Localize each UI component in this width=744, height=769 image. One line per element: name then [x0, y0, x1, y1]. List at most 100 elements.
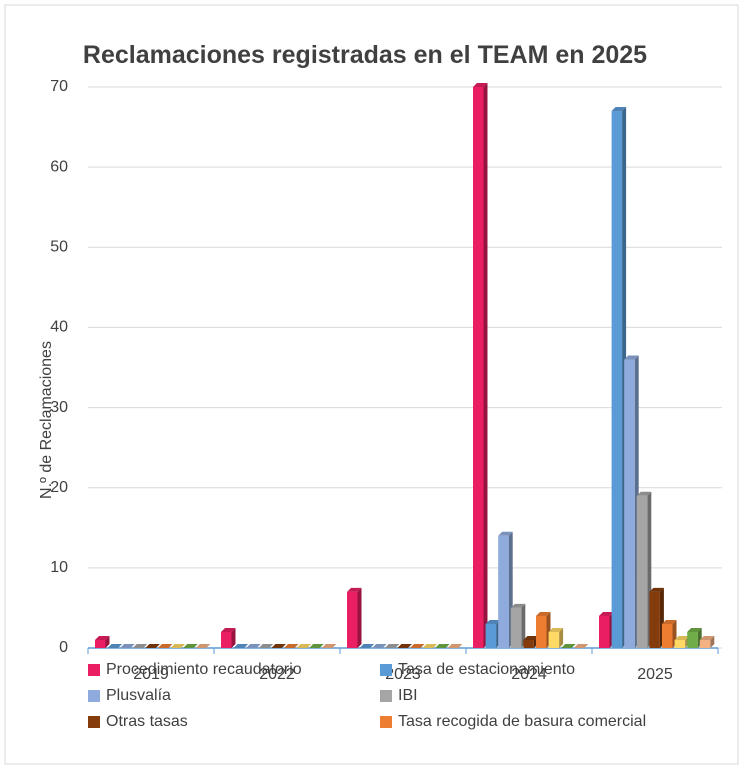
bar	[221, 631, 232, 648]
bar	[485, 623, 497, 648]
bar-top	[662, 619, 677, 624]
bar-top	[422, 644, 438, 648]
y-tick-label: 30	[50, 399, 68, 416]
legend-label: Tasa recogida de basura comercial	[398, 713, 646, 730]
chart-title: Reclamaciones registradas en el TEAM en …	[82, 41, 648, 69]
legend-label: Procedimiento recaudatorio	[106, 661, 302, 678]
bar-top	[573, 644, 589, 648]
y-tick-label: 20	[50, 479, 68, 496]
bar-top	[687, 627, 702, 632]
bar-side	[559, 627, 564, 648]
bar	[599, 615, 610, 648]
bar-top	[485, 619, 501, 624]
bar	[548, 631, 560, 648]
x-tick-label: 2022	[259, 666, 295, 683]
bar	[347, 591, 358, 648]
bar	[498, 535, 509, 648]
bar	[536, 615, 547, 648]
bar-top	[321, 644, 337, 648]
bar-top	[233, 644, 249, 648]
bar-top	[410, 644, 425, 648]
x-tick-label: 2024	[511, 666, 547, 683]
bar	[611, 111, 623, 649]
bar	[674, 639, 686, 648]
legend-swatch	[380, 716, 392, 728]
bar-top	[498, 531, 513, 536]
bar	[649, 591, 660, 648]
bar-top	[221, 627, 236, 632]
bar-top	[120, 644, 135, 648]
bar-top	[284, 644, 299, 648]
bar-top	[359, 644, 375, 648]
chart-border	[4, 4, 739, 765]
bar	[473, 87, 484, 648]
bar-top	[296, 644, 312, 648]
bar-top	[372, 644, 387, 648]
bar-top	[183, 644, 198, 648]
legend-label: Otras tasas	[106, 713, 188, 730]
bar	[523, 639, 534, 648]
bar-top	[309, 644, 324, 648]
bar-top	[132, 644, 148, 648]
bar-top	[95, 635, 110, 640]
bar-top	[674, 635, 690, 640]
bar-top	[384, 644, 400, 648]
bar-top	[246, 644, 261, 648]
bar	[636, 495, 648, 648]
bar-top	[624, 355, 639, 360]
bar-top	[536, 611, 551, 616]
x-tick-label: 2019	[133, 666, 169, 683]
bar-top	[636, 491, 652, 496]
bar-top	[523, 635, 538, 640]
legend-swatch	[88, 664, 100, 676]
y-tick-label: 0	[59, 639, 68, 656]
bar-top	[447, 644, 463, 648]
bar-side	[357, 587, 362, 648]
bar-top	[510, 603, 526, 608]
bar-top	[271, 644, 286, 648]
bar-top	[473, 83, 488, 87]
bar-side	[521, 603, 526, 648]
y-tick-label: 10	[50, 559, 68, 576]
bar-top	[699, 635, 715, 640]
legend-swatch	[88, 716, 100, 728]
bar-top	[145, 644, 160, 648]
bar	[95, 639, 106, 648]
bar-top	[611, 107, 627, 112]
y-axis-label: N.º de Reclamaciones	[38, 341, 55, 499]
bar-top	[195, 644, 211, 648]
bar-side	[105, 635, 110, 648]
legend-swatch	[380, 690, 392, 702]
legend-swatch	[380, 664, 392, 676]
bar	[510, 607, 522, 648]
bar	[662, 623, 673, 648]
bar-top	[548, 627, 564, 632]
bar-side	[231, 627, 236, 648]
legend-label: Plusvalía	[106, 687, 171, 704]
bar-top	[561, 644, 576, 648]
bar-side	[483, 83, 488, 648]
legend-label: Tasa de estacionamiento	[398, 661, 575, 678]
bar	[624, 359, 635, 648]
bar-top	[435, 644, 450, 648]
bar-top	[599, 611, 614, 616]
bar-top	[347, 587, 362, 592]
legend-swatch	[88, 690, 100, 702]
bar-side	[710, 635, 715, 648]
bar-top	[397, 644, 412, 648]
y-tick-label: 50	[50, 239, 68, 256]
y-tick-label: 70	[50, 78, 68, 95]
bar-top	[158, 644, 173, 648]
x-tick-label: 2023	[385, 666, 421, 683]
bar-top	[170, 644, 186, 648]
bar-top	[258, 644, 274, 648]
legend-label: IBI	[398, 687, 418, 704]
bar	[687, 631, 698, 648]
x-tick-label: 2025	[637, 666, 673, 683]
y-tick-label: 60	[50, 158, 68, 175]
bar-top	[107, 644, 123, 648]
bar-top	[649, 587, 664, 592]
bar	[699, 639, 711, 648]
